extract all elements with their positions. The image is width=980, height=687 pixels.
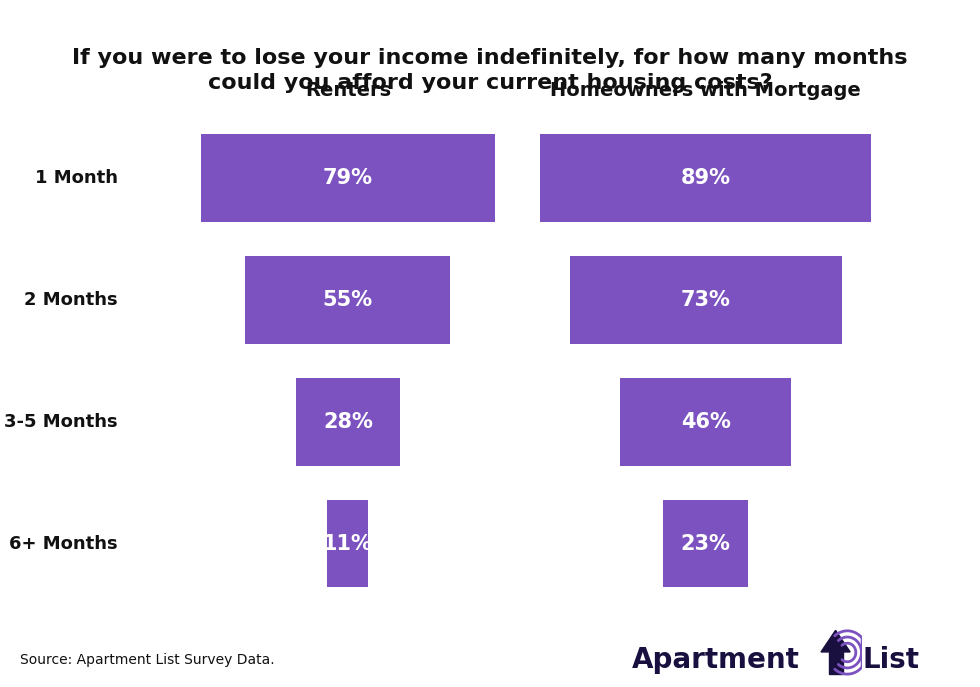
Polygon shape — [821, 631, 851, 652]
Text: Source: Apartment List Survey Data.: Source: Apartment List Survey Data. — [20, 653, 274, 666]
Text: 2 Months: 2 Months — [24, 291, 118, 308]
FancyBboxPatch shape — [201, 134, 495, 222]
Text: List: List — [862, 646, 919, 673]
FancyBboxPatch shape — [327, 499, 368, 587]
Text: 11%: 11% — [323, 534, 372, 554]
FancyBboxPatch shape — [662, 499, 749, 587]
Text: 1 Month: 1 Month — [34, 169, 118, 187]
FancyBboxPatch shape — [296, 378, 400, 466]
Text: Renters: Renters — [305, 80, 391, 100]
FancyBboxPatch shape — [569, 256, 842, 344]
FancyBboxPatch shape — [620, 378, 791, 466]
FancyBboxPatch shape — [245, 256, 450, 344]
Text: 3-5 Months: 3-5 Months — [4, 413, 118, 431]
Text: Apartment: Apartment — [632, 646, 800, 673]
Text: 46%: 46% — [681, 412, 730, 431]
Polygon shape — [828, 652, 843, 674]
Text: 89%: 89% — [680, 168, 731, 188]
Text: 28%: 28% — [323, 412, 372, 431]
Text: 55%: 55% — [322, 290, 373, 310]
Text: 6+ Months: 6+ Months — [9, 534, 118, 552]
Text: 73%: 73% — [681, 290, 730, 310]
Text: Homeowners with Mortgage: Homeowners with Mortgage — [550, 80, 861, 100]
Text: 79%: 79% — [322, 168, 373, 188]
FancyBboxPatch shape — [540, 134, 871, 222]
Text: If you were to lose your income indefinitely, for how many months
could you affo: If you were to lose your income indefini… — [73, 48, 907, 93]
Text: 23%: 23% — [681, 534, 730, 554]
